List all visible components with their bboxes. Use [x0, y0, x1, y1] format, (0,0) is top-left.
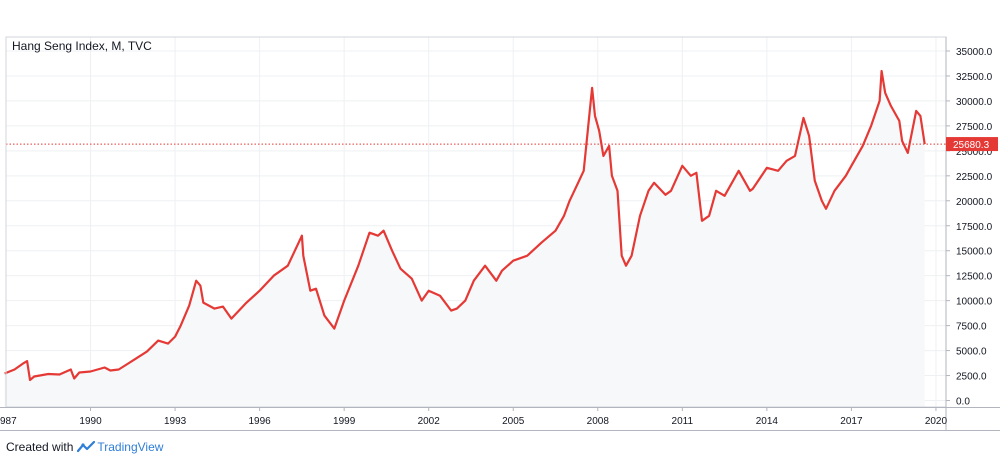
y-tick-label: 20000.0: [956, 197, 993, 208]
x-tick-label: 2014: [756, 416, 779, 427]
y-tick-label: 22500.0: [956, 172, 993, 183]
last-value-label: 25680.3: [953, 140, 990, 151]
x-tick-label: 1999: [333, 416, 356, 427]
y-tick-label: 17500.0: [956, 222, 993, 233]
area-fill: [4, 71, 925, 407]
y-tick-label: 7500.0: [956, 322, 987, 333]
y-tick-label: 30000.0: [956, 97, 993, 108]
footer: Created with TradingView: [6, 438, 163, 456]
x-tick-label: 2002: [418, 416, 441, 427]
y-tick-label: 10000.0: [956, 297, 993, 308]
x-tick-label: 2011: [672, 416, 694, 427]
created-with-text: Created with: [6, 440, 74, 454]
y-tick-label: 32500.0: [956, 72, 993, 83]
x-tick-label: 987: [0, 416, 17, 427]
y-tick-label: 27500.0: [956, 122, 993, 133]
labels: 35000.0 32500.0 30000.0 27500.0 25000.0 22500…: [0, 47, 998, 427]
x-tick-label: 1996: [248, 416, 271, 427]
tradingview-brand-text: TradingView: [97, 440, 164, 454]
series-path: [4, 69, 926, 382]
last-value-badge: [946, 137, 998, 152]
x-tick-label: 2020: [925, 416, 948, 427]
x-tick-label: 2008: [587, 416, 610, 427]
y-tick-label: 5000.0: [956, 347, 987, 358]
y-tick-label: 25000.0: [956, 147, 993, 158]
axes: [0, 36, 1000, 431]
y-tick-label: 35000.0: [956, 47, 993, 58]
x-tick-label: 2005: [502, 416, 525, 427]
chart-title: Hang Seng Index, M, TVC: [12, 39, 152, 53]
x-tick-label: 2017: [840, 416, 863, 427]
x-tick-label: 1993: [164, 416, 187, 427]
y-tick-label: 12500.0: [956, 272, 993, 283]
x-tick-label: 1990: [79, 416, 102, 427]
series-area: [4, 71, 925, 407]
y-tick-label: 0.0: [956, 397, 970, 408]
tradingview-link[interactable]: TradingView: [77, 440, 163, 454]
y-tick-label: 15000.0: [956, 247, 993, 258]
tradingview-logo-icon: [77, 441, 96, 453]
y-tick-label: 2500.0: [956, 372, 987, 383]
series-line: [4, 69, 926, 382]
